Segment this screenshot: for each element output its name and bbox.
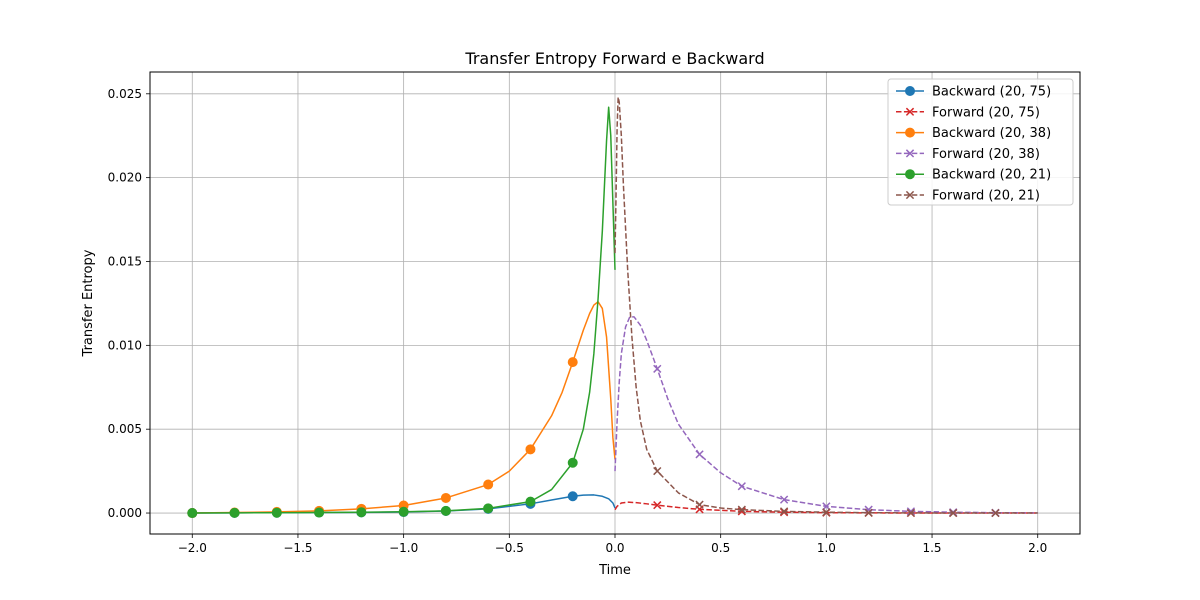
- legend-label: Forward (20, 38): [932, 147, 1040, 162]
- legend-marker-stroke-b: [905, 190, 915, 200]
- x-axis-label: Time: [598, 563, 631, 578]
- data-point-marker: [440, 492, 451, 503]
- series-4: [614, 316, 1038, 517]
- legend-marker-stroke-b: [905, 107, 915, 116]
- series-5: [187, 106, 616, 519]
- data-point-marker: [906, 507, 916, 516]
- data-point-marker-stroke-b: [737, 482, 746, 491]
- series-line: [614, 316, 1038, 514]
- data-point-marker: [864, 508, 873, 517]
- y-tick-label: 0.025: [108, 87, 142, 101]
- legend-label: Backward (20, 38): [932, 126, 1051, 141]
- legend-box: [887, 78, 1074, 206]
- axis-ticks: −2.0 −1.5 −1.0 −0.5 0.0 0.5 1.0 1.5 2.0 0.000 0.00…: [108, 87, 1048, 555]
- legend-marker-stroke-b: [905, 149, 915, 158]
- data-point-marker: [779, 495, 789, 504]
- series-line: [192, 106, 616, 514]
- series-line: [192, 300, 616, 514]
- legend-label: Backward (20, 21): [932, 168, 1051, 183]
- series-lines: [187, 96, 1038, 519]
- y-tick-label: 0.010: [108, 338, 142, 352]
- data-point-marker: [653, 466, 662, 476]
- data-point-marker-stroke-b: [906, 507, 916, 516]
- series-6: [614, 96, 1038, 518]
- y-tick-label: 0.020: [108, 171, 142, 185]
- x-tick-label: −2.0: [178, 541, 207, 555]
- x-tick-label: 2.0: [1028, 541, 1047, 555]
- data-point-marker: [822, 502, 831, 511]
- data-point-marker: [653, 501, 662, 510]
- legend-label: Forward (20, 21): [932, 189, 1040, 204]
- chart-title: Transfer Entropy Forward e Backward: [464, 49, 764, 68]
- data-point-marker: [314, 507, 325, 518]
- data-point-marker-stroke-b: [695, 450, 704, 459]
- legend-marker: [905, 149, 915, 158]
- data-point-marker-stroke-b: [737, 505, 746, 514]
- x-tick-label: −0.5: [495, 541, 524, 555]
- data-point-marker: [737, 505, 746, 514]
- data-point-marker-stroke-b: [779, 507, 789, 516]
- legend-marker: [905, 169, 915, 180]
- data-point-marker-stroke-b: [822, 508, 831, 517]
- data-point-marker-stroke-b: [737, 507, 746, 516]
- data-point-marker-stroke-b: [991, 508, 1000, 518]
- data-point-marker: [695, 500, 704, 509]
- data-point-marker: [779, 507, 789, 516]
- data-point-marker: [525, 444, 536, 455]
- x-tick-label: 0.5: [711, 541, 730, 555]
- x-tick-label: 1.0: [817, 541, 836, 555]
- data-point-marker-stroke-b: [653, 501, 662, 510]
- legend-marker: [905, 190, 915, 200]
- data-point-marker: [737, 482, 746, 491]
- legend-marker: [905, 127, 915, 138]
- data-point-marker-stroke-b: [822, 502, 831, 511]
- x-tick-label: 0.0: [605, 541, 624, 555]
- data-point-marker: [906, 508, 916, 518]
- data-point-marker: [398, 506, 409, 517]
- data-point-marker: [271, 507, 282, 518]
- data-point-marker-stroke-b: [653, 466, 662, 476]
- data-point-marker: [440, 505, 451, 516]
- y-tick-label: 0.015: [108, 254, 142, 268]
- data-point-marker: [229, 507, 240, 518]
- data-point-marker: [187, 508, 198, 519]
- legend-marker: [905, 86, 915, 96]
- y-tick-label: 0.000: [108, 506, 142, 520]
- data-point-marker-stroke-b: [864, 508, 873, 517]
- y-tick-label: 0.005: [108, 422, 142, 436]
- data-point-marker: [356, 507, 367, 518]
- data-point-marker: [567, 457, 578, 468]
- data-point-marker: [822, 508, 831, 517]
- data-point-marker: [695, 450, 704, 459]
- data-point-marker: [991, 508, 1000, 518]
- x-tick-label: −1.0: [389, 541, 418, 555]
- data-point-marker: [483, 503, 494, 514]
- x-tick-label: −1.5: [283, 541, 312, 555]
- y-axis-label: Transfer Entropy: [81, 249, 96, 357]
- data-point-marker: [525, 496, 536, 507]
- data-point-marker: [949, 508, 958, 518]
- legend-label: Backward (20, 75): [932, 85, 1051, 100]
- plot-frame: [149, 71, 1081, 535]
- data-point-marker: [567, 491, 578, 502]
- legend-label: Forward (20, 75): [932, 105, 1040, 120]
- data-point-marker-stroke-b: [949, 508, 958, 518]
- data-point-marker-stroke-b: [906, 508, 916, 518]
- data-point-marker: [483, 479, 494, 490]
- data-point-marker: [653, 364, 662, 373]
- legend: Backward (20, 75) Forward (20, 75) Backwar…: [887, 78, 1074, 206]
- data-point-marker: [567, 357, 578, 368]
- series-line: [614, 96, 1038, 514]
- x-tick-label: 1.5: [922, 541, 941, 555]
- data-point-marker-stroke-b: [695, 500, 704, 509]
- data-point-marker-stroke-b: [779, 495, 789, 504]
- data-point-marker-stroke-b: [653, 364, 662, 373]
- legend-marker: [905, 107, 915, 116]
